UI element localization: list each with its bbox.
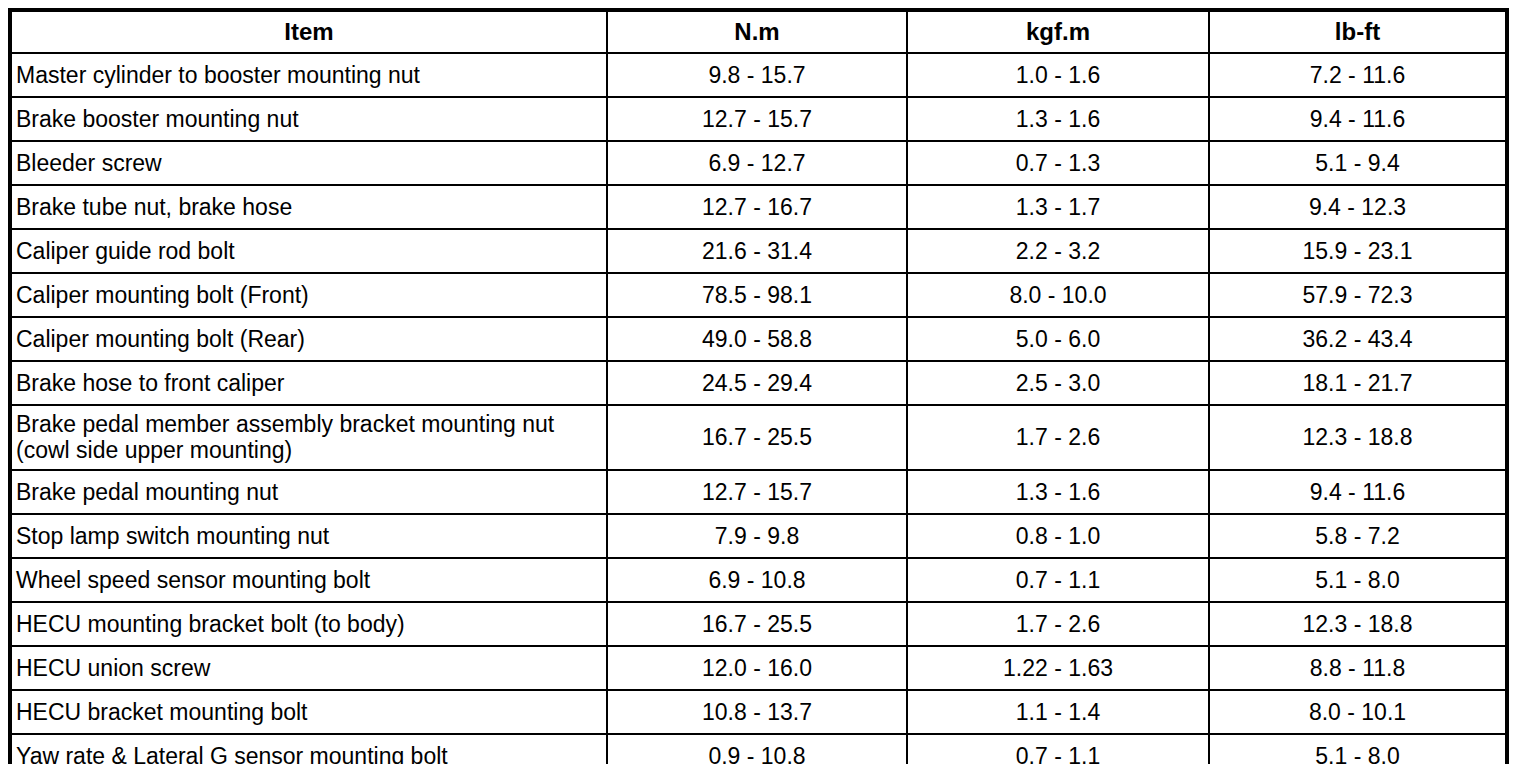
item-cell: Brake tube nut, brake hose — [10, 185, 607, 229]
kgfm-value-cell: 1.7 - 2.6 — [907, 405, 1209, 470]
table-row: Yaw rate & Lateral G sensor mounting bol… — [10, 734, 1507, 764]
kgfm-value-cell: 1.3 - 1.7 — [907, 185, 1209, 229]
kgfm-value-cell: 0.7 - 1.3 — [907, 141, 1209, 185]
kgfm-value-cell: 0.7 - 1.1 — [907, 558, 1209, 602]
lbft-value-cell: 12.3 - 18.8 — [1209, 602, 1507, 646]
lbft-value-cell: 36.2 - 43.4 — [1209, 317, 1507, 361]
lbft-value-cell: 18.1 - 21.7 — [1209, 361, 1507, 405]
item-cell: HECU union screw — [10, 646, 607, 690]
table-row: Stop lamp switch mounting nut 7.9 - 9.8 … — [10, 514, 1507, 558]
nm-value-cell: 24.5 - 29.4 — [607, 361, 907, 405]
nm-value-cell: 12.7 - 15.7 — [607, 470, 907, 514]
item-cell: Brake pedal mounting nut — [10, 470, 607, 514]
kgfm-value-cell: 1.3 - 1.6 — [907, 470, 1209, 514]
kgfm-value-cell: 1.3 - 1.6 — [907, 97, 1209, 141]
kgfm-value-cell: 0.8 - 1.0 — [907, 514, 1209, 558]
kgfm-value-cell: 1.0 - 1.6 — [907, 53, 1209, 97]
nm-value-cell: 6.9 - 10.8 — [607, 558, 907, 602]
kgfm-value-cell: 2.5 - 3.0 — [907, 361, 1209, 405]
nm-value-cell: 12.7 - 16.7 — [607, 185, 907, 229]
lbft-value-cell: 5.1 - 8.0 — [1209, 558, 1507, 602]
item-cell: Brake pedal member assembly bracket moun… — [10, 405, 607, 470]
nm-value-cell: 0.9 - 10.8 — [607, 734, 907, 764]
table-row: Brake tube nut, brake hose 12.7 - 16.7 1… — [10, 185, 1507, 229]
table-row: Master cylinder to booster mounting nut … — [10, 53, 1507, 97]
kgfm-value-cell: 5.0 - 6.0 — [907, 317, 1209, 361]
table-row: Brake pedal mounting nut 12.7 - 15.7 1.3… — [10, 470, 1507, 514]
nm-value-cell: 16.7 - 25.5 — [607, 602, 907, 646]
table-row: HECU bracket mounting bolt 10.8 - 13.7 1… — [10, 690, 1507, 734]
table-header-row: Item N.m kgf.m lb-ft — [10, 10, 1507, 53]
lbft-value-cell: 8.8 - 11.8 — [1209, 646, 1507, 690]
lbft-value-cell: 57.9 - 72.3 — [1209, 273, 1507, 317]
lbft-value-cell: 9.4 - 11.6 — [1209, 97, 1507, 141]
nm-value-cell: 21.6 - 31.4 — [607, 229, 907, 273]
kgfm-value-cell: 0.7 - 1.1 — [907, 734, 1209, 764]
torque-specifications-page: Item N.m kgf.m lb-ft Master cylinder to … — [0, 0, 1520, 764]
item-cell: Yaw rate & Lateral G sensor mounting bol… — [10, 734, 607, 764]
lbft-value-cell: 9.4 - 11.6 — [1209, 470, 1507, 514]
nm-value-cell: 7.9 - 9.8 — [607, 514, 907, 558]
torque-specifications-table: Item N.m kgf.m lb-ft Master cylinder to … — [8, 8, 1509, 764]
item-cell: Brake hose to front caliper — [10, 361, 607, 405]
torque-table-body: Master cylinder to booster mounting nut … — [10, 53, 1507, 764]
lbft-value-cell: 12.3 - 18.8 — [1209, 405, 1507, 470]
nm-value-cell: 9.8 - 15.7 — [607, 53, 907, 97]
nm-value-cell: 12.7 - 15.7 — [607, 97, 907, 141]
kgfm-value-cell: 8.0 - 10.0 — [907, 273, 1209, 317]
table-row: Wheel speed sensor mounting bolt 6.9 - 1… — [10, 558, 1507, 602]
column-header-item: Item — [10, 10, 607, 53]
item-cell: Master cylinder to booster mounting nut — [10, 53, 607, 97]
lbft-value-cell: 5.1 - 9.4 — [1209, 141, 1507, 185]
item-cell: HECU bracket mounting bolt — [10, 690, 607, 734]
nm-value-cell: 78.5 - 98.1 — [607, 273, 907, 317]
kgfm-value-cell: 1.22 - 1.63 — [907, 646, 1209, 690]
nm-value-cell: 49.0 - 58.8 — [607, 317, 907, 361]
item-cell: Brake booster mounting nut — [10, 97, 607, 141]
table-row: Caliper mounting bolt (Rear) 49.0 - 58.8… — [10, 317, 1507, 361]
table-row: Caliper mounting bolt (Front) 78.5 - 98.… — [10, 273, 1507, 317]
item-cell: Caliper guide rod bolt — [10, 229, 607, 273]
lbft-value-cell: 15.9 - 23.1 — [1209, 229, 1507, 273]
item-cell: Caliper mounting bolt (Front) — [10, 273, 607, 317]
item-cell: Caliper mounting bolt (Rear) — [10, 317, 607, 361]
kgfm-value-cell: 2.2 - 3.2 — [907, 229, 1209, 273]
lbft-value-cell: 5.8 - 7.2 — [1209, 514, 1507, 558]
column-header-lbft: lb-ft — [1209, 10, 1507, 53]
item-cell: Bleeder screw — [10, 141, 607, 185]
kgfm-value-cell: 1.7 - 2.6 — [907, 602, 1209, 646]
table-row: HECU union screw 12.0 - 16.0 1.22 - 1.63… — [10, 646, 1507, 690]
table-row: Brake pedal member assembly bracket moun… — [10, 405, 1507, 470]
table-row: Brake hose to front caliper 24.5 - 29.4 … — [10, 361, 1507, 405]
lbft-value-cell: 5.1 - 8.0 — [1209, 734, 1507, 764]
column-header-kgfm: kgf.m — [907, 10, 1209, 53]
lbft-value-cell: 7.2 - 11.6 — [1209, 53, 1507, 97]
nm-value-cell: 12.0 - 16.0 — [607, 646, 907, 690]
column-header-nm: N.m — [607, 10, 907, 53]
nm-value-cell: 16.7 - 25.5 — [607, 405, 907, 470]
nm-value-cell: 6.9 - 12.7 — [607, 141, 907, 185]
kgfm-value-cell: 1.1 - 1.4 — [907, 690, 1209, 734]
lbft-value-cell: 8.0 - 10.1 — [1209, 690, 1507, 734]
lbft-value-cell: 9.4 - 12.3 — [1209, 185, 1507, 229]
item-cell: Stop lamp switch mounting nut — [10, 514, 607, 558]
nm-value-cell: 10.8 - 13.7 — [607, 690, 907, 734]
item-cell: Wheel speed sensor mounting bolt — [10, 558, 607, 602]
table-row: Bleeder screw 6.9 - 12.7 0.7 - 1.3 5.1 -… — [10, 141, 1507, 185]
table-row: Brake booster mounting nut 12.7 - 15.7 1… — [10, 97, 1507, 141]
table-row: Caliper guide rod bolt 21.6 - 31.4 2.2 -… — [10, 229, 1507, 273]
table-row: HECU mounting bracket bolt (to body) 16.… — [10, 602, 1507, 646]
item-cell: HECU mounting bracket bolt (to body) — [10, 602, 607, 646]
